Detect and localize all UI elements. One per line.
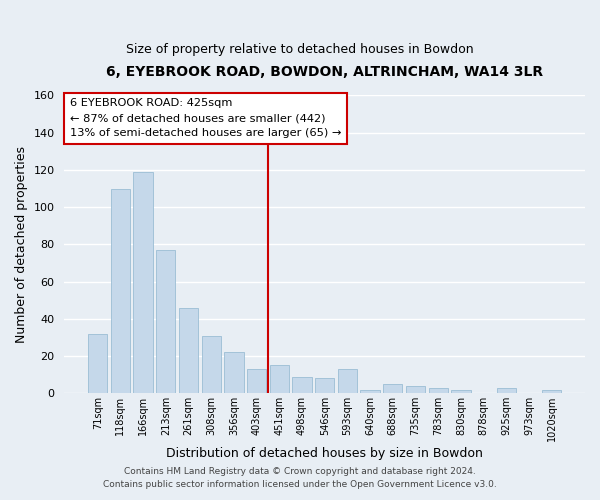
Bar (497, 388, 516, 394)
Bar (451, 390, 470, 394)
Bar (361, 390, 380, 394)
Bar (111, 188, 130, 394)
Bar (428, 388, 448, 394)
Title: 6, EYEBROOK ROAD, BOWDON, ALTRINCHAM, WA14 3LR: 6, EYEBROOK ROAD, BOWDON, ALTRINCHAM, WA… (106, 65, 543, 79)
Bar (224, 352, 244, 394)
Bar (383, 384, 403, 394)
Bar (179, 308, 198, 394)
Text: Size of property relative to detached houses in Bowdon: Size of property relative to detached ho… (126, 42, 474, 56)
Text: 6 EYEBROOK ROAD: 425sqm
← 87% of detached houses are smaller (442)
13% of semi-d: 6 EYEBROOK ROAD: 425sqm ← 87% of detache… (70, 98, 341, 138)
Bar (406, 386, 425, 394)
Bar (269, 366, 289, 394)
Bar (247, 369, 266, 394)
Bar (338, 369, 357, 394)
Bar (315, 378, 334, 394)
Bar (292, 376, 311, 394)
Bar (156, 250, 175, 394)
Bar (542, 390, 562, 394)
Y-axis label: Number of detached properties: Number of detached properties (15, 146, 28, 343)
Bar (88, 334, 107, 394)
Bar (133, 172, 153, 394)
Text: Contains HM Land Registry data © Crown copyright and database right 2024.
Contai: Contains HM Land Registry data © Crown c… (103, 467, 497, 489)
X-axis label: Distribution of detached houses by size in Bowdon: Distribution of detached houses by size … (166, 447, 483, 460)
Bar (202, 336, 221, 394)
